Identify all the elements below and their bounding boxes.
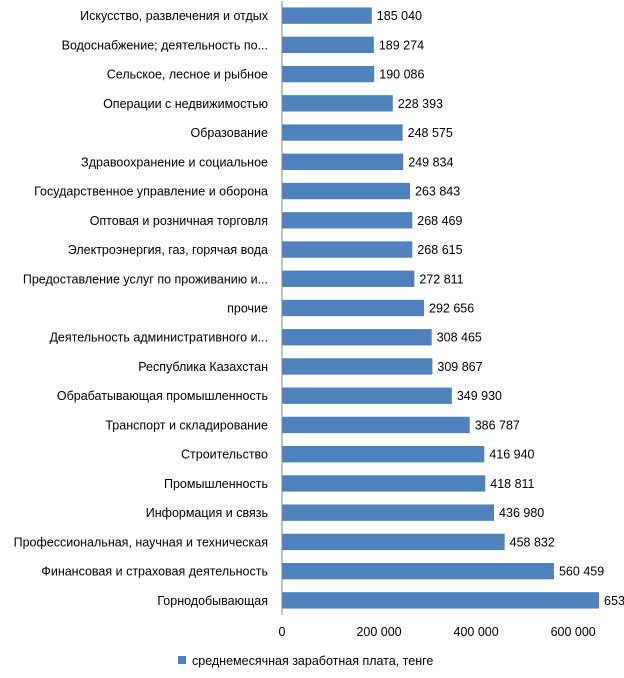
legend-swatch	[178, 656, 186, 664]
category-label: Горнодобывающая	[157, 594, 268, 608]
bar	[282, 65, 375, 83]
category-label: Финансовая и страховая деятельность	[41, 565, 268, 579]
category-label: Здравоохранение и социальное	[81, 155, 268, 169]
value-label: 263 843	[415, 185, 460, 199]
legend: среднемесячная заработная плата, тенге	[178, 654, 433, 668]
category-labels: Искусство, развлечения и отдых Водоснабже…	[14, 9, 269, 608]
category-label: Деятельность административного и...	[49, 331, 268, 345]
value-label: 349 930	[457, 389, 502, 403]
x-tick-label: 400 000	[454, 625, 499, 639]
bar	[282, 504, 495, 521]
category-label: Республика Казахстан	[138, 360, 268, 374]
bar	[282, 562, 554, 580]
x-tick-label: 200 000	[356, 625, 401, 639]
bar	[282, 299, 425, 317]
value-label: 185 040	[377, 9, 422, 23]
category-label: Строительство	[181, 448, 268, 462]
x-tick-label: 600 000	[551, 625, 596, 639]
category-label: Электроэнергия, газ, горячая вода	[68, 243, 268, 257]
value-label: 272 811	[419, 272, 463, 286]
category-label: Образование	[191, 126, 269, 140]
bar	[282, 212, 413, 229]
bar	[282, 475, 486, 492]
category-label: Информация и связь	[146, 506, 268, 520]
value-label: 560 459	[559, 565, 604, 579]
category-label: Транспорт и складирование	[105, 418, 268, 432]
bar	[282, 358, 433, 375]
value-label: 292 656	[429, 302, 474, 316]
category-label: Водоснабжение; деятельность по...	[62, 38, 268, 52]
bar	[282, 7, 372, 24]
value-label: 653 345	[604, 594, 624, 608]
value-label: 228 393	[398, 97, 443, 111]
category-label: Профессиональная, научная и техническая	[14, 535, 268, 549]
bar	[282, 533, 505, 551]
bar	[282, 592, 600, 609]
value-label: 189 274	[379, 38, 424, 52]
category-label: прочие	[227, 302, 268, 316]
value-label: 249 834	[408, 155, 453, 169]
bar	[282, 270, 415, 287]
bar	[282, 153, 404, 170]
category-label: Предоставление услуг по проживанию и...	[23, 272, 268, 286]
category-label: Обрабатывающая промышленность	[57, 389, 268, 403]
category-label: Государственное управление и оборона	[34, 185, 268, 199]
bar	[282, 446, 485, 463]
value-label: 309 867	[437, 360, 482, 374]
bar	[282, 241, 413, 258]
bar	[282, 36, 374, 54]
category-label: Искусство, развлечения и отдых	[80, 9, 269, 23]
value-label: 458 832	[510, 535, 555, 549]
value-labels: 185 040 189 274 190 086 228 393 248 575 249 8…	[377, 9, 624, 608]
bar	[282, 182, 411, 200]
value-label: 248 575	[408, 126, 453, 140]
value-label: 308 465	[437, 331, 482, 345]
category-label: Операции с недвижимостью	[103, 97, 268, 111]
value-label: 268 615	[417, 243, 462, 257]
x-tick-label: 0	[279, 625, 286, 639]
bar	[282, 387, 452, 404]
bar	[282, 95, 393, 112]
bars-group	[282, 7, 600, 609]
bar	[282, 329, 432, 346]
value-label: 418 811	[490, 477, 534, 491]
bar	[282, 124, 403, 141]
bar	[282, 416, 470, 434]
x-axis-tick-labels: 0 200 000 400 000 600 000	[279, 625, 596, 639]
value-label: 386 787	[475, 418, 520, 432]
legend-label: среднемесячная заработная плата, тенге	[192, 654, 433, 668]
category-label: Промышленность	[164, 477, 268, 491]
value-label: 268 469	[417, 214, 462, 228]
category-label: Сельское, лесное и рыбное	[107, 68, 268, 82]
value-label: 416 940	[489, 448, 534, 462]
category-label: Оптовая и розничная торговля	[90, 214, 268, 228]
value-label: 436 980	[499, 506, 544, 520]
value-label: 190 086	[379, 68, 424, 82]
